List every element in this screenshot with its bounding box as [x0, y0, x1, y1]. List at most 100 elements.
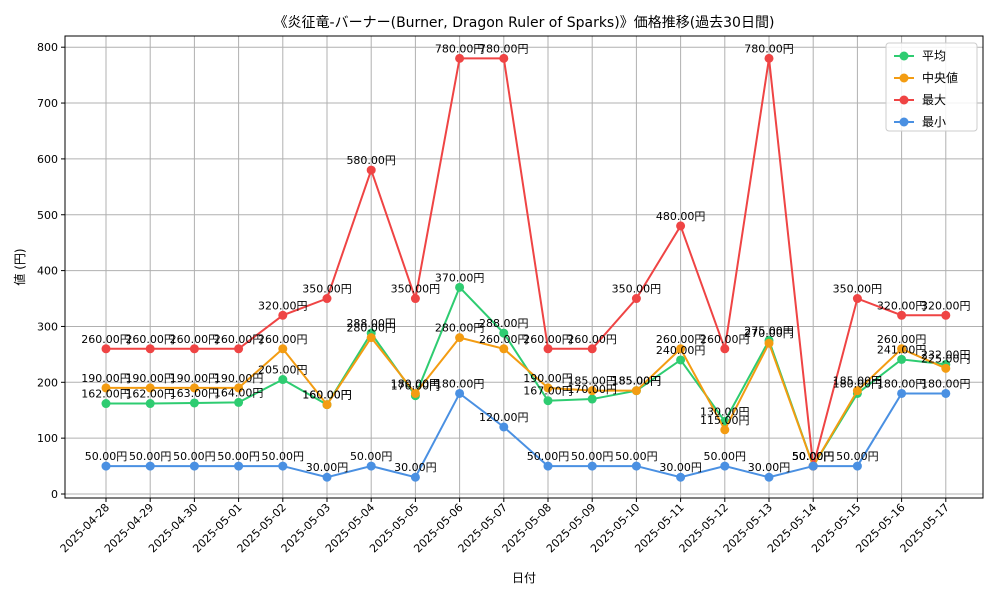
data-label: 260.00円 [656, 333, 706, 346]
data-label: 288.00円 [346, 317, 396, 330]
data-label: 164.00円 [214, 386, 264, 399]
data-point [101, 461, 111, 471]
data-point [720, 425, 730, 435]
data-point [101, 383, 111, 393]
label-layer: 162.00円162.00円163.00円164.00円205.00円160.0… [81, 42, 970, 474]
data-point [897, 354, 907, 364]
data-point [897, 310, 907, 320]
legend-label: 最大 [922, 93, 946, 107]
data-point [234, 397, 244, 407]
data-point [278, 375, 288, 385]
data-point [455, 282, 465, 292]
data-label: 163.00円 [170, 387, 220, 400]
data-label: 190.00円 [170, 372, 220, 385]
data-point [631, 461, 641, 471]
data-label: 280.00円 [346, 322, 396, 335]
data-label: 50.00円 [792, 450, 835, 463]
data-label: 780.00円 [479, 42, 529, 55]
data-label: 115.00円 [700, 414, 750, 427]
data-label: 180.00円 [921, 377, 971, 390]
data-label: 350.00円 [391, 283, 441, 296]
data-label: 185.00円 [833, 375, 883, 388]
chart-title: 《炎征竜-バーナー(Burner, Dragon Ruler of Sparks… [274, 14, 775, 31]
data-label: 180.00円 [877, 377, 927, 390]
data-label: 50.00円 [792, 450, 835, 463]
data-point [366, 461, 376, 471]
data-label: 205.00円 [258, 364, 308, 377]
series-layer [101, 53, 951, 482]
data-label: 50.00円 [836, 450, 879, 463]
data-label: 260.00円 [700, 333, 750, 346]
data-point [145, 383, 155, 393]
y-tick-label: 700 [37, 97, 58, 110]
y-tick-label: 0 [51, 488, 58, 501]
data-point [145, 344, 155, 354]
series-line [106, 335, 947, 469]
data-label: 185.00円 [567, 375, 617, 388]
legend-marker [899, 51, 909, 61]
data-label: 30.00円 [659, 461, 702, 474]
data-point [676, 472, 686, 482]
data-point [587, 386, 597, 396]
data-point [764, 53, 774, 63]
data-label: 190.00円 [81, 372, 131, 385]
legend-box [885, 42, 978, 132]
data-label: 50.00円 [217, 450, 260, 463]
data-label: 170.00円 [567, 383, 617, 396]
data-label: 50.00円 [129, 450, 172, 463]
data-label: 30.00円 [748, 461, 791, 474]
data-point [808, 461, 818, 471]
data-label: 167.00円 [523, 385, 573, 398]
data-label: 260.00円 [125, 333, 175, 346]
data-point [941, 363, 951, 373]
data-label: 240.00円 [656, 344, 706, 357]
data-point [587, 461, 597, 471]
data-point [189, 461, 199, 471]
data-point [852, 294, 862, 304]
data-label: 225.00円 [921, 352, 971, 365]
data-point [897, 344, 907, 354]
data-point [499, 53, 509, 63]
series-line [106, 57, 946, 467]
data-point [410, 472, 420, 482]
data-label: 190.00円 [125, 372, 175, 385]
data-point [322, 472, 332, 482]
data-point [543, 383, 553, 393]
data-point [145, 399, 155, 409]
data-point [189, 383, 199, 393]
data-point [852, 461, 862, 471]
data-label: 270.00円 [744, 327, 794, 340]
data-label: 160.00円 [302, 389, 352, 402]
data-label: 30.00円 [306, 461, 349, 474]
legend-marker [899, 117, 909, 127]
data-label: 241.00円 [877, 343, 927, 356]
data-point [278, 461, 288, 471]
data-label: 50.00円 [792, 450, 835, 463]
y-tick-label: 800 [37, 41, 58, 54]
data-point [322, 400, 332, 410]
data-label: 30.00円 [394, 461, 437, 474]
data-label: 320.00円 [258, 299, 308, 312]
data-label: 162.00円 [81, 388, 131, 401]
data-label: 780.00円 [744, 42, 794, 55]
data-point [145, 461, 155, 471]
data-point [410, 294, 420, 304]
data-label: 260.00円 [567, 333, 617, 346]
data-label: 260.00円 [523, 333, 573, 346]
data-point [587, 394, 597, 404]
data-point [676, 344, 686, 354]
data-label: 50.00円 [792, 450, 835, 463]
data-label: 320.00円 [877, 299, 927, 312]
data-point [720, 461, 730, 471]
data-label: 120.00円 [479, 411, 529, 424]
data-label: 50.00円 [262, 450, 305, 463]
data-point [322, 294, 332, 304]
data-label: 320.00円 [921, 299, 971, 312]
grid-layer [65, 36, 983, 498]
data-point [410, 388, 420, 398]
legend-marker [899, 73, 909, 83]
data-label: 260.00円 [81, 333, 131, 346]
data-point [543, 461, 553, 471]
legend-marker [899, 95, 909, 105]
